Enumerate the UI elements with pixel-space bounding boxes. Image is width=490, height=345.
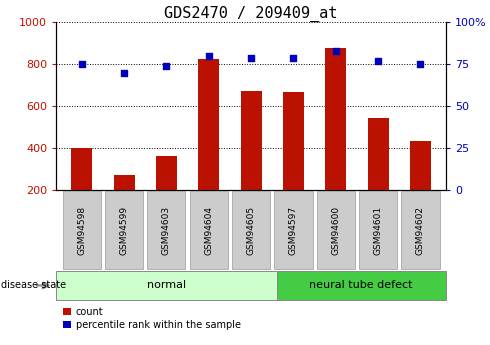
Text: GSM94597: GSM94597 [289, 206, 298, 255]
Bar [410, 141, 431, 231]
Bar [325, 48, 346, 231]
Point [374, 58, 382, 64]
Text: GSM94601: GSM94601 [374, 206, 383, 255]
FancyBboxPatch shape [317, 191, 355, 269]
Text: GSM94603: GSM94603 [162, 206, 171, 255]
Text: disease state: disease state [1, 280, 66, 290]
Text: GSM94598: GSM94598 [77, 206, 86, 255]
Point [247, 55, 255, 60]
Legend: count, percentile rank within the sample: count, percentile rank within the sample [61, 305, 243, 332]
Bar [114, 175, 135, 231]
FancyBboxPatch shape [63, 191, 101, 269]
Bar [156, 156, 177, 231]
Point [120, 70, 128, 75]
Text: normal: normal [147, 280, 186, 290]
Point [205, 53, 213, 59]
Point [163, 63, 171, 69]
Bar [71, 148, 92, 231]
Text: GSM94602: GSM94602 [416, 206, 425, 255]
Text: GSM94600: GSM94600 [331, 206, 341, 255]
FancyBboxPatch shape [147, 191, 186, 269]
Bar [283, 92, 304, 231]
Point [290, 55, 297, 60]
FancyBboxPatch shape [56, 271, 276, 300]
Text: neural tube defect: neural tube defect [310, 280, 413, 290]
FancyBboxPatch shape [401, 191, 440, 269]
Title: GDS2470 / 209409_at: GDS2470 / 209409_at [165, 6, 338, 22]
Text: GSM94605: GSM94605 [246, 206, 256, 255]
FancyBboxPatch shape [276, 271, 446, 300]
Text: GSM94604: GSM94604 [204, 206, 213, 255]
Point [78, 61, 86, 67]
Bar [368, 118, 389, 231]
FancyBboxPatch shape [105, 191, 143, 269]
Bar [198, 59, 220, 231]
FancyBboxPatch shape [359, 191, 397, 269]
Point [416, 61, 424, 67]
Bar [241, 91, 262, 231]
Point [332, 48, 340, 53]
FancyBboxPatch shape [190, 191, 228, 269]
FancyBboxPatch shape [232, 191, 270, 269]
Text: GSM94599: GSM94599 [120, 206, 128, 255]
FancyBboxPatch shape [274, 191, 313, 269]
